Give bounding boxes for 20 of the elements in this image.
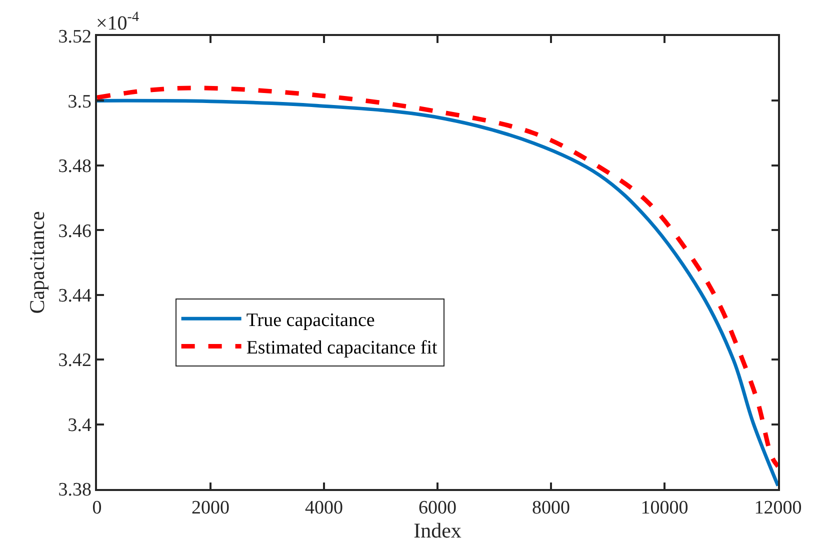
y-tick-label: 3.42 [58,350,92,372]
x-tick-label: 4000 [305,498,343,519]
x-tick-label: 2000 [192,498,230,519]
text: ×10$^{-4}$ [96,10,139,34]
x-axis-title: Index [414,518,462,543]
y-axis-title: Capacitance [24,211,49,314]
y-tick-label: 3.4 [68,414,92,436]
x-tick-label: 10000 [640,498,688,519]
x-tick-label: 12000 [754,498,802,519]
x-tick-label: 0 [92,498,102,519]
y-tick-label: 3.52 [58,26,92,48]
y-tick-label: 3.5 [68,91,92,112]
x-tick-label: 6000 [418,498,456,519]
y-tick-label: 3.44 [58,286,92,307]
legend-label: Estimated capacitance fit [246,338,438,359]
y-tick-label: 3.38 [58,480,92,501]
legend-label: True capacitance [246,310,375,331]
y-tick-label: 3.46 [58,220,92,242]
y-tick-label: 3.48 [58,156,92,178]
x-tick-label: 8000 [532,498,570,519]
